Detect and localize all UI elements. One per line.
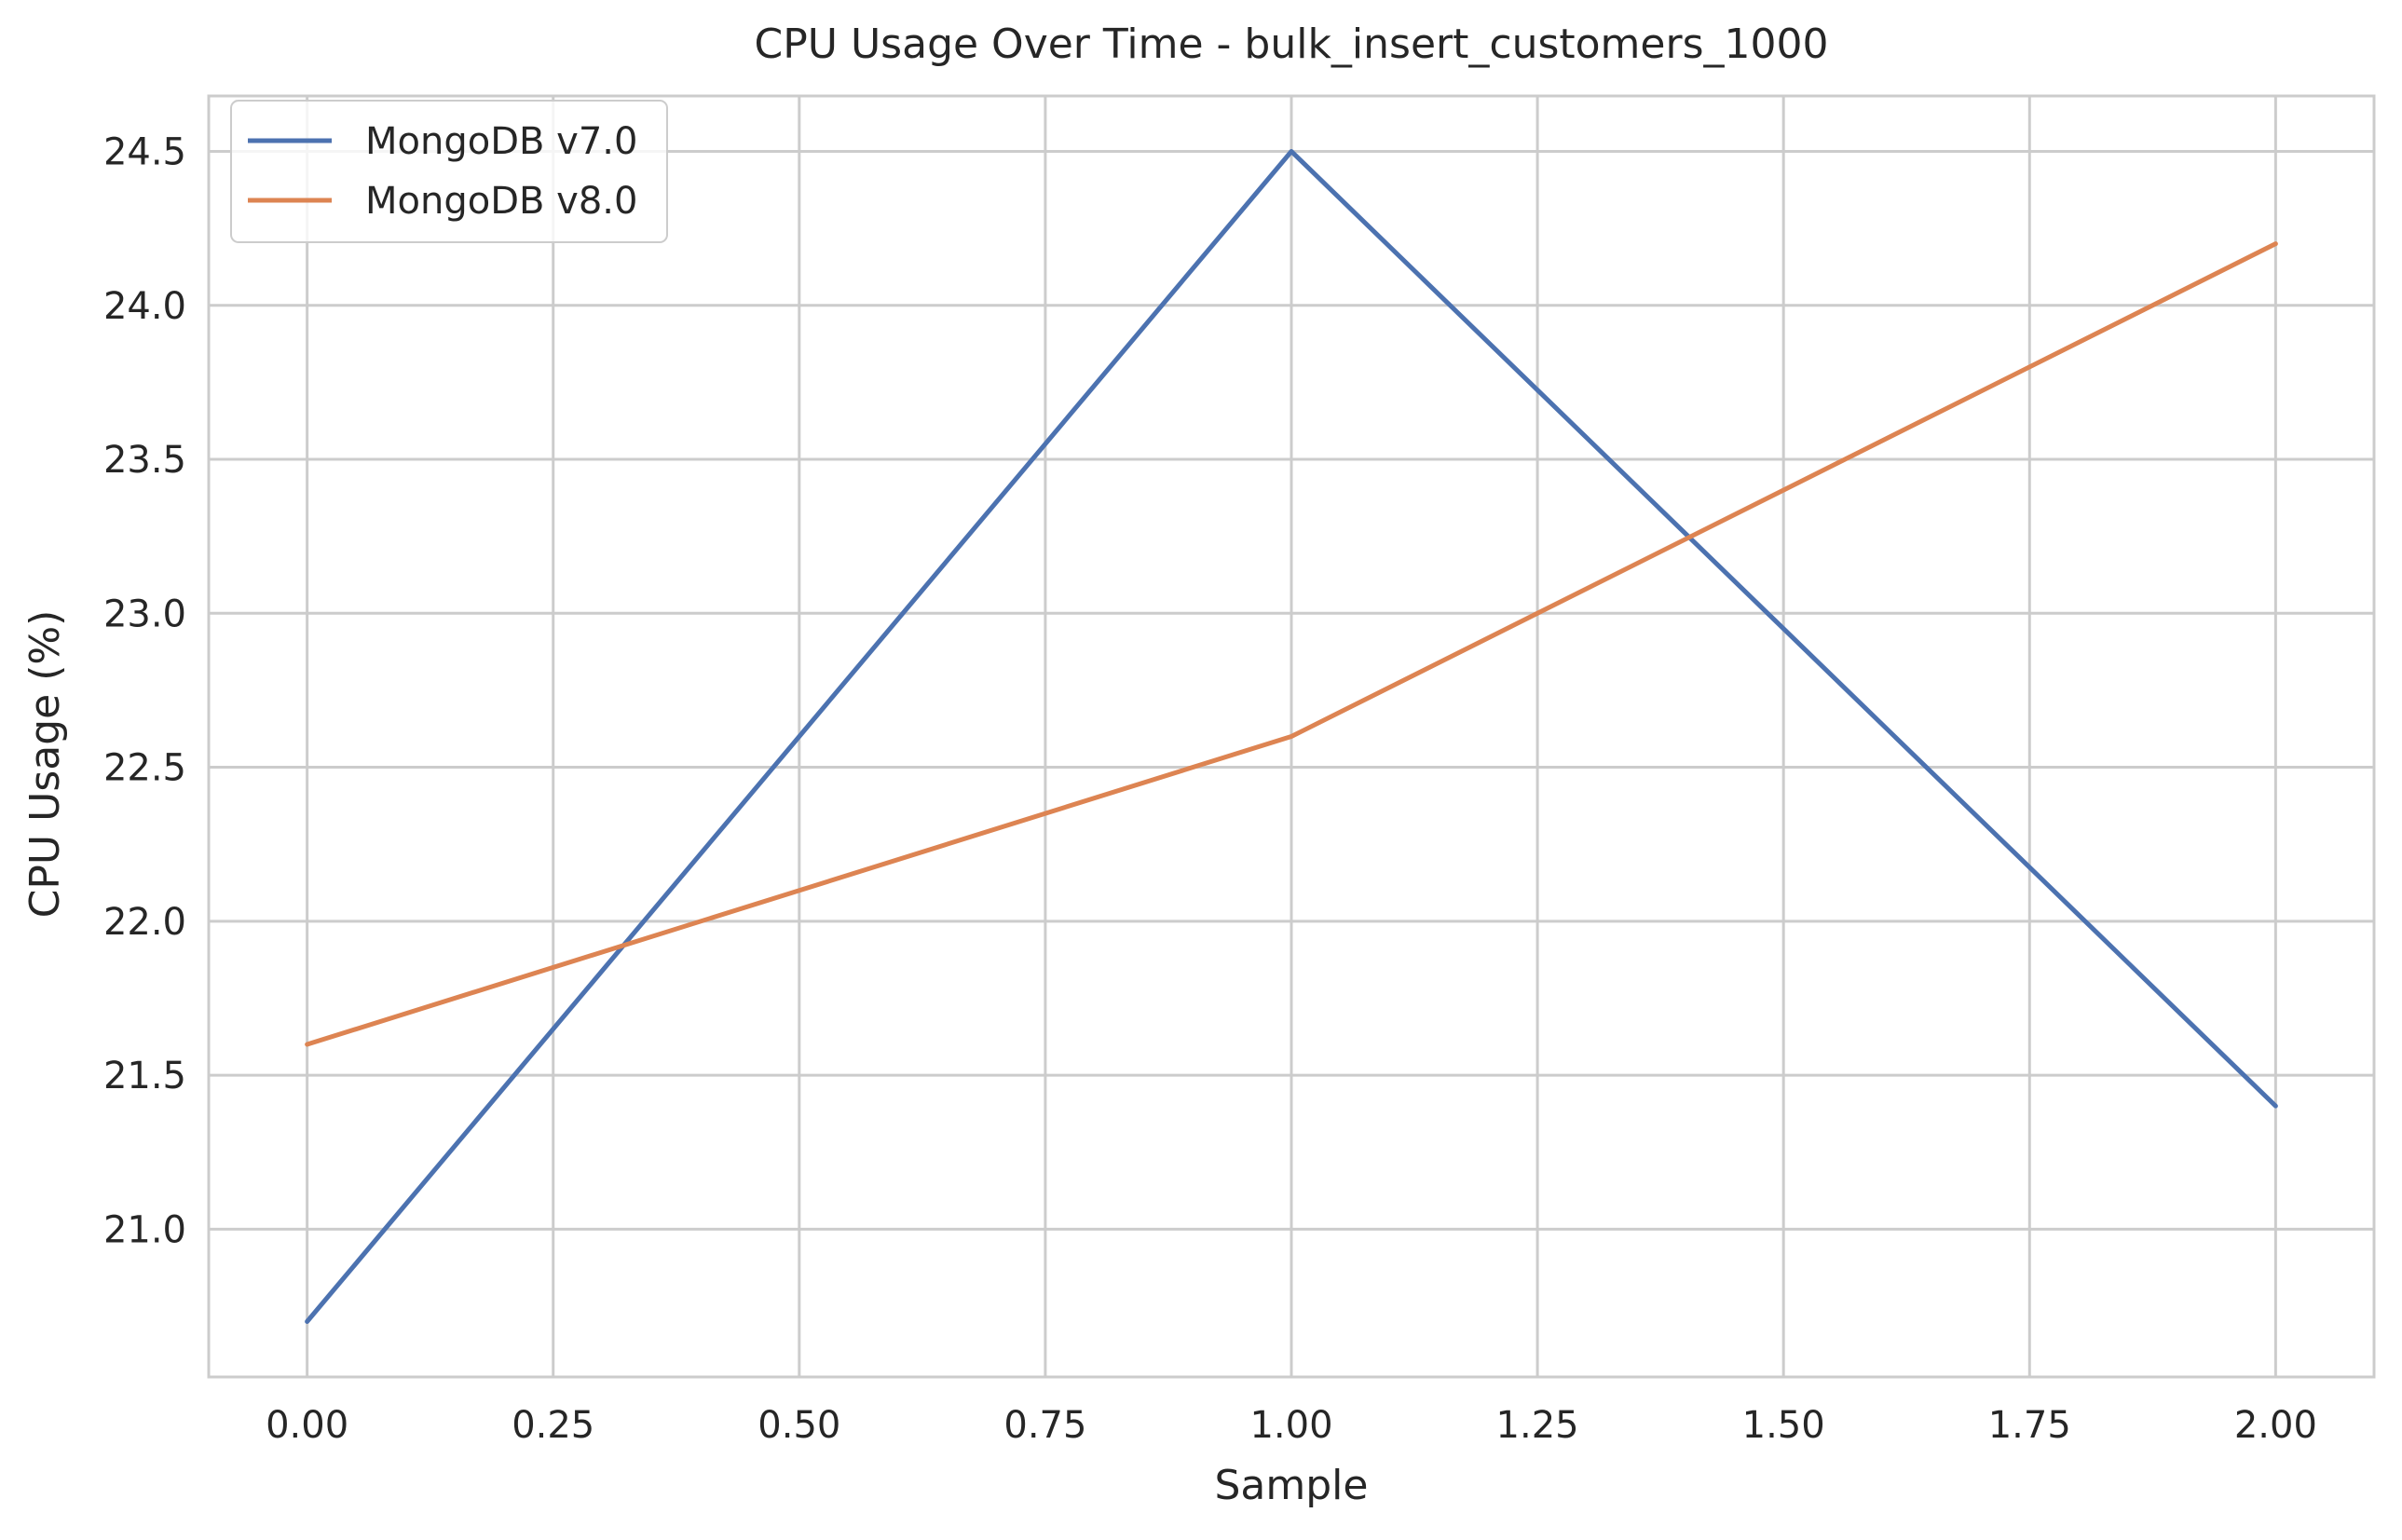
legend-label-mongodb-v8: MongoDB v8.0 bbox=[365, 180, 637, 223]
legend-box bbox=[230, 100, 668, 243]
y-tick-label: 22.0 bbox=[103, 901, 186, 944]
y-tick-label: 23.0 bbox=[103, 593, 186, 635]
legend-label-mongodb-v7: MongoDB v7.0 bbox=[365, 120, 637, 163]
y-tick-label: 24.0 bbox=[103, 285, 186, 328]
x-tick-label: 0.75 bbox=[1003, 1404, 1086, 1447]
y-tick-label: 22.5 bbox=[103, 747, 186, 790]
legend: MongoDB v7.0 MongoDB v8.0 bbox=[230, 100, 668, 243]
tick-labels: 0.00 0.25 0.50 0.75 1.00 1.25 1.50 1.75 2.00 21.0… bbox=[103, 130, 2317, 1447]
series-line-mongodb-v7-0 bbox=[305, 148, 2278, 1325]
x-axis-label: Sample bbox=[1215, 1462, 1369, 1509]
x-tick-label: 0.25 bbox=[512, 1404, 594, 1447]
y-tick-label: 24.5 bbox=[103, 130, 186, 173]
y-axis-label: CPU Usage (%) bbox=[21, 610, 69, 919]
x-tick-label: 2.00 bbox=[2234, 1404, 2317, 1447]
y-tick-label: 23.5 bbox=[103, 439, 186, 482]
x-tick-label: 1.25 bbox=[1496, 1404, 1579, 1447]
y-tick-label: 21.5 bbox=[103, 1055, 186, 1097]
series-layer bbox=[305, 148, 2278, 1325]
y-tick-label: 21.0 bbox=[103, 1208, 186, 1251]
x-tick-label: 1.75 bbox=[1988, 1404, 2071, 1447]
x-tick-label: 1.50 bbox=[1742, 1404, 1825, 1447]
x-tick-label: 0.50 bbox=[757, 1404, 840, 1447]
chart-title: CPU Usage Over Time - bulk_insert_custom… bbox=[755, 20, 1829, 68]
plot-frame bbox=[207, 94, 2376, 1379]
series-line-mongodb-v8-0 bbox=[305, 241, 2278, 1047]
x-tick-label: 0.00 bbox=[266, 1404, 348, 1447]
x-tick-label: 1.00 bbox=[1249, 1404, 1332, 1447]
